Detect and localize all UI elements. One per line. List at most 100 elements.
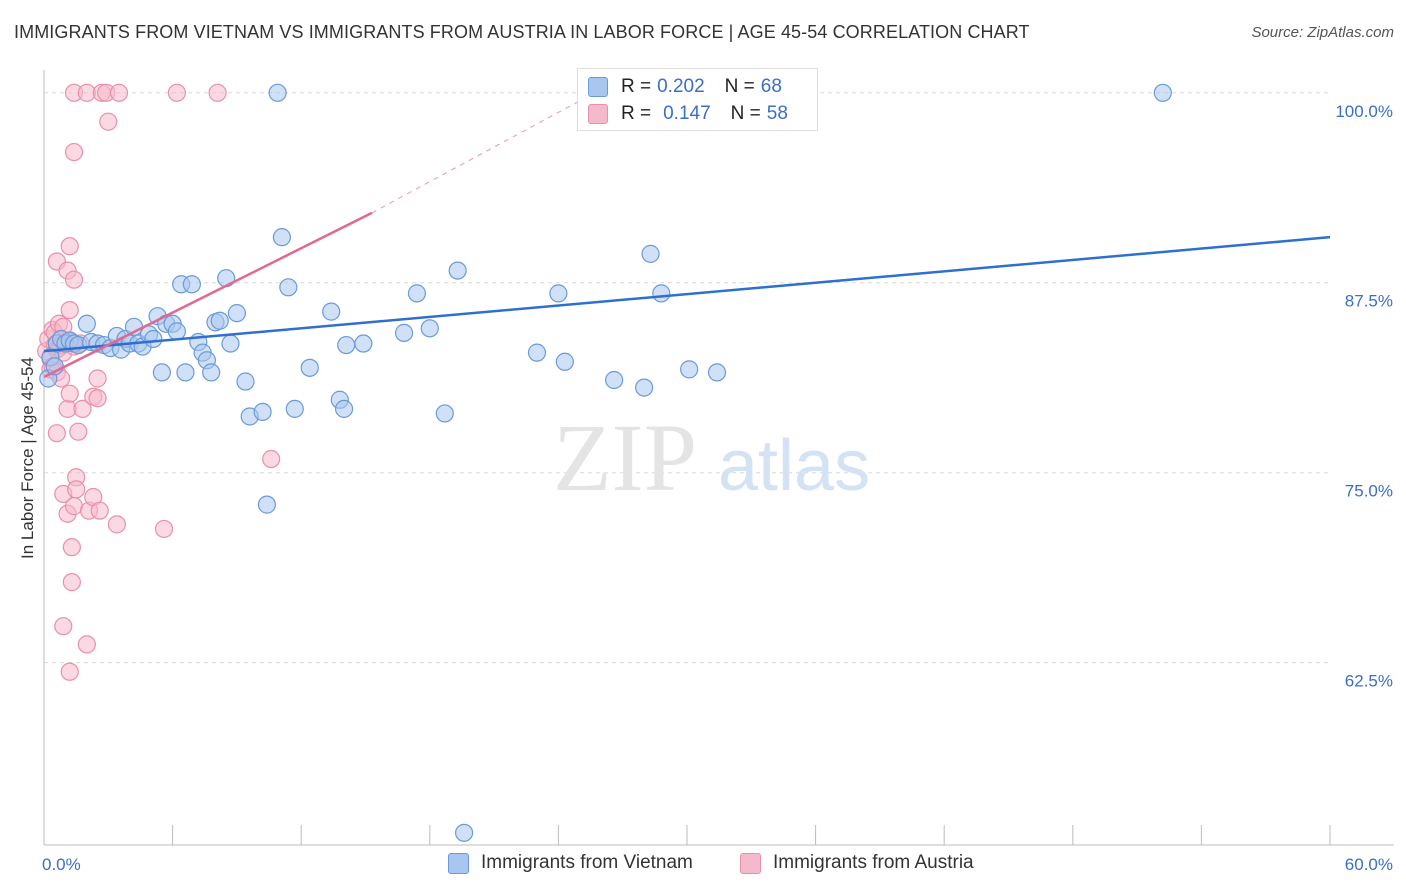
vietnam-swatch (588, 77, 608, 97)
austria-point (107, 515, 126, 534)
austria-point (154, 519, 174, 539)
vietnam-trend-line (43, 235, 1331, 353)
source-label: Source: ZipAtlas.com (1251, 24, 1394, 41)
vietnam-point (407, 284, 427, 303)
n-label: N = (724, 76, 755, 97)
vietnam-point (279, 278, 298, 297)
austria-point (99, 112, 118, 131)
vietnam-point (652, 284, 671, 303)
austria-swatch (588, 104, 608, 124)
austria-point (60, 662, 79, 681)
vietnam-point (527, 343, 547, 362)
vietnam-point (253, 402, 272, 422)
austria-trend-extension (371, 92, 596, 214)
n-label: N = (730, 103, 761, 124)
vietnam-point (1153, 83, 1172, 102)
vietnam-point (334, 399, 354, 418)
vietnam-legend-label: Immigrants from Vietnam (481, 852, 693, 873)
watermark-zip: ZIP (553, 404, 697, 511)
vietnam-legend-swatch (448, 852, 469, 874)
austria-point (60, 384, 79, 403)
vietnam-point (707, 363, 727, 382)
vietnam-point (152, 363, 171, 382)
bottom-legend: Immigrants from Vietnam Immigrants from … (0, 852, 1406, 878)
vietnam-point (210, 311, 229, 330)
vietnam-point (285, 399, 304, 418)
austria-point (64, 142, 84, 162)
austria-point (54, 617, 73, 636)
vietnam-point (167, 322, 186, 341)
vietnam-point (605, 370, 624, 390)
legend-row-vietnam: R = 0.202 N = 68 (588, 74, 782, 100)
y-tick-label: 87.5% (1345, 292, 1393, 311)
austria-trend-line (43, 211, 373, 379)
vietnam-point (435, 404, 454, 423)
vietnam-point (227, 304, 246, 323)
austria-point (167, 83, 186, 102)
vietnam-point (555, 352, 574, 371)
vietnam-point (176, 363, 195, 382)
vietnam-point (420, 319, 439, 338)
vietnam-point (635, 378, 654, 397)
vietnam-point (300, 358, 319, 377)
vietnam-point (448, 261, 467, 280)
austria-point (60, 300, 79, 320)
legend-item-vietnam[interactable]: Immigrants from Vietnam (448, 852, 693, 874)
vietnam-point (641, 244, 660, 263)
vietnam-point (236, 372, 255, 391)
legend-row-austria: R = 0.147 N = 58 (588, 101, 788, 127)
austria-point (73, 399, 92, 418)
y-tick-label: 100.0% (1335, 102, 1393, 121)
r-label: R = (621, 76, 652, 97)
trend-layer (43, 92, 1331, 379)
austria-point (47, 424, 66, 443)
austria-point (64, 497, 84, 516)
x-tick-label: 0.0% (42, 855, 81, 874)
austria-point (69, 422, 88, 441)
chart-title: IMMIGRANTS FROM VIETNAM VS IMMIGRANTS FR… (14, 22, 1030, 42)
legend-item-austria[interactable]: Immigrants from Austria (740, 852, 974, 874)
y-tick-label: 75.0% (1345, 482, 1393, 501)
austria-point (88, 369, 107, 388)
austria-point (262, 449, 281, 469)
austria-legend-label: Immigrants from Austria (773, 852, 974, 873)
vietnam-point (272, 228, 292, 247)
vietnam-point (221, 334, 240, 353)
vietnam-point (680, 360, 699, 379)
vietnam-point (549, 284, 568, 303)
vietnam-point (268, 83, 287, 102)
vietnam-point (337, 335, 356, 355)
vietnam-point (182, 275, 201, 294)
austria-point (67, 480, 86, 499)
y-axis-label: In Labor Force | Age 45-54 (18, 357, 37, 559)
austria-point (62, 573, 81, 592)
watermark-atlas: atlas (718, 426, 870, 506)
austria-point (62, 538, 81, 557)
austria-point (109, 83, 129, 102)
vietnam-point (394, 323, 414, 342)
x-tick-label: 60.0% (1345, 855, 1393, 874)
vietnam-point (202, 363, 221, 382)
vietnam-r-value: 0.202 (657, 76, 705, 97)
austria-point (60, 237, 79, 256)
austria-r-value: 0.147 (663, 103, 711, 124)
vietnam-point (257, 495, 277, 514)
vietnam-point (322, 302, 341, 321)
vietnam-n-value: 68 (760, 76, 782, 97)
vietnam-point (144, 329, 163, 349)
austria-point (77, 635, 96, 654)
austria-legend-swatch (740, 852, 761, 874)
vietnam-point (354, 334, 373, 353)
austria-point (64, 270, 84, 289)
austria-n-value: 58 (766, 103, 788, 124)
axis-layer: 100.0% 87.5% 75.0% 62.5% 0.0% 60.0% (42, 70, 1394, 874)
r-label: R = (621, 103, 652, 124)
vietnam-point (77, 314, 96, 333)
austria-point (208, 83, 227, 102)
austria-point (88, 389, 107, 408)
y-tick-label: 62.5% (1345, 672, 1393, 691)
vietnam-series (39, 83, 1172, 842)
vietnam-point (454, 823, 474, 842)
stats-legend: R = 0.202 N = 68 R = 0.147 N = 58 (577, 68, 818, 131)
